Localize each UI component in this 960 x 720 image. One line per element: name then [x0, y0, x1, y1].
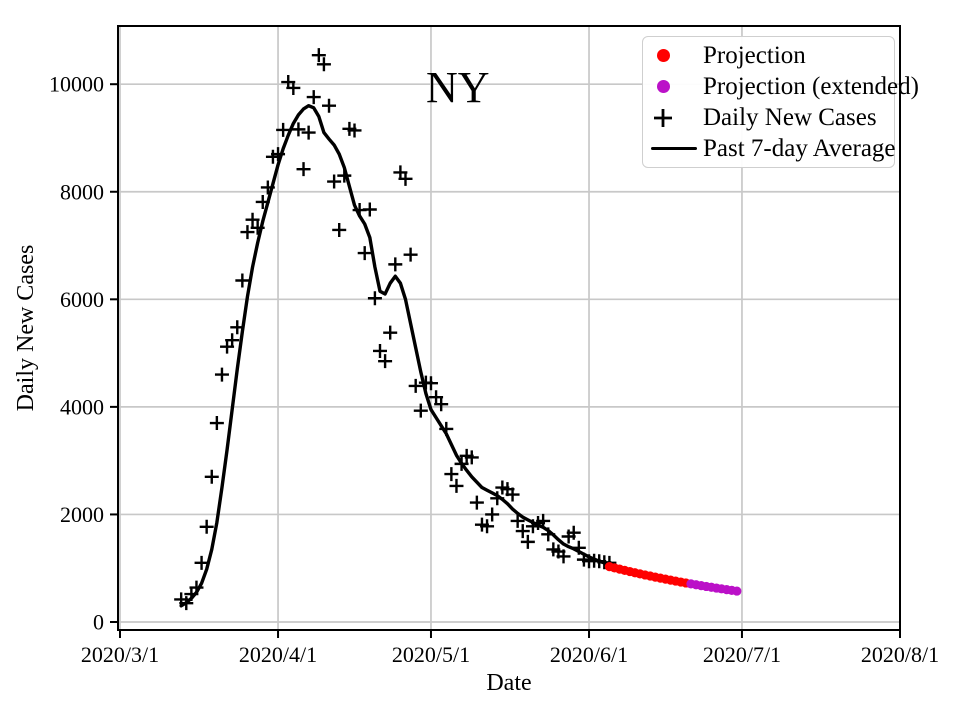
x-tick-label: 2020/3/1 [81, 642, 159, 667]
legend-label: Projection (extended) [703, 72, 919, 100]
legend-label: Daily New Cases [703, 103, 877, 131]
chart-title: NY [426, 63, 490, 112]
y-tick-label: 2000 [60, 502, 104, 527]
x-tick-label: 2020/8/1 [861, 642, 939, 667]
x-axis-label: Date [486, 670, 532, 696]
y-axis-label: Daily New Cases [13, 244, 39, 412]
y-tick-label: 4000 [60, 394, 104, 419]
x-tick-label: 2020/5/1 [392, 642, 470, 667]
line-marker-icon [651, 146, 697, 151]
projection-dot [732, 586, 742, 596]
legend-label: Projection [703, 41, 806, 69]
legend: Projection Projection (extended) Daily N… [642, 36, 919, 168]
x-tick-label: 2020/4/1 [239, 642, 317, 667]
y-tick-label: 0 [93, 610, 104, 635]
plus-marker-icon [654, 108, 672, 127]
y-tick-label: 6000 [60, 287, 104, 312]
avg-line [179, 104, 612, 608]
projection-dot-icon [657, 49, 670, 62]
y-tick-label: 10000 [49, 72, 104, 97]
x-tick-label: 2020/6/1 [550, 642, 628, 667]
y-tick-label: 8000 [60, 179, 104, 204]
legend-item-past-7-day-average: Past 7-day Average [643, 133, 896, 164]
legend-label: Past 7-day Average [703, 134, 896, 162]
x-tick-label: 2020/7/1 [703, 642, 781, 667]
projection-extended-dot-icon [657, 80, 670, 93]
legend-item-daily-new-cases: Daily New Cases [643, 102, 894, 133]
legend-item-projection-extended: Projection (extended) [643, 71, 919, 102]
plot-frame [117, 25, 901, 631]
daily-cases-markers [174, 48, 617, 611]
legend-item-projection: Projection [643, 40, 894, 71]
